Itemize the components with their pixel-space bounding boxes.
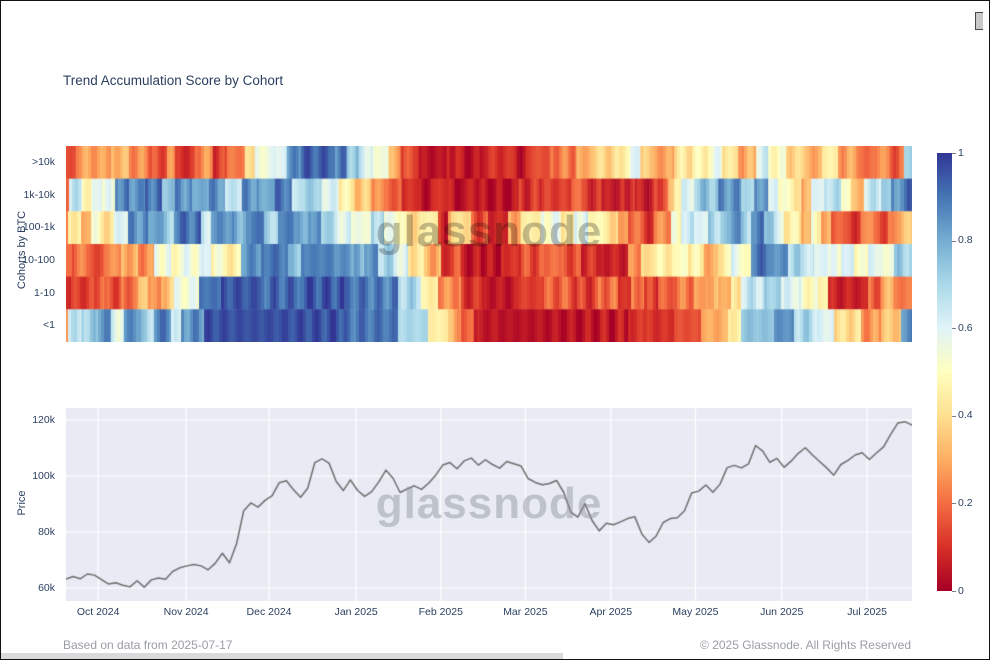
colorbar-tick-mark: [952, 415, 956, 417]
x-axis-tick: Jun 2025: [760, 606, 804, 618]
bottom-status-strip: [1, 653, 563, 659]
chart-title: Trend Accumulation Score by Cohort: [63, 73, 284, 88]
cohort-heatmap[interactable]: [66, 146, 912, 342]
heatmap-y-tick: 100-1k: [22, 221, 55, 234]
x-axis-tick: Dec 2024: [246, 606, 292, 618]
colorbar-tick-mark: [952, 591, 956, 592]
colorbar-tick-label: 0.2: [958, 496, 973, 509]
x-axis-tick: Nov 2024: [163, 606, 209, 618]
x-axis-tick: Jan 2025: [334, 606, 378, 618]
camera-icon[interactable]: [975, 12, 983, 30]
price-y-tick: 120k: [32, 413, 55, 426]
colorbar-tick-label: 0.6: [958, 321, 973, 334]
colorbar-tick-label: 0: [958, 584, 964, 597]
x-axis-tick: Mar 2025: [503, 606, 548, 618]
colorbar-gradient: [937, 153, 952, 591]
colorbar-tick-mark: [952, 328, 956, 330]
x-axis-tick: Jul 2025: [847, 606, 887, 618]
price-y-tick: 80k: [38, 525, 55, 538]
heatmap-y-tick: 1k-10k: [23, 188, 55, 201]
colorbar-tick-mark: [952, 240, 956, 242]
x-axis-tick: May 2025: [672, 606, 719, 618]
heatmap-y-tick: <1: [43, 319, 55, 332]
colorbar-tick-label: 0.8: [958, 234, 973, 247]
heatmap-y-tick: >10k: [31, 155, 55, 168]
footer-data-date: Based on data from 2025-07-17: [63, 638, 233, 652]
price-y-tick: 60k: [38, 581, 55, 594]
colorbar-tick-label: 0.4: [958, 409, 973, 422]
colorbar-tick-mark: [952, 153, 956, 154]
colorbar-tick-mark: [952, 503, 956, 505]
heatmap-y-tick: 1-10: [33, 286, 55, 299]
x-axis-tick: Apr 2025: [589, 606, 633, 618]
footer-copyright: © 2025 Glassnode. All Rights Reserved: [700, 638, 911, 652]
price-chart[interactable]: [66, 408, 912, 601]
x-axis-tick: Oct 2024: [76, 606, 120, 618]
x-axis-tick: Feb 2025: [418, 606, 463, 618]
heatmap-y-tick: 10-100: [22, 253, 55, 266]
price-y-axis-title: Price: [16, 490, 28, 516]
colorbar-tick-label: 1: [958, 146, 964, 159]
price-y-tick: 100k: [32, 469, 55, 482]
